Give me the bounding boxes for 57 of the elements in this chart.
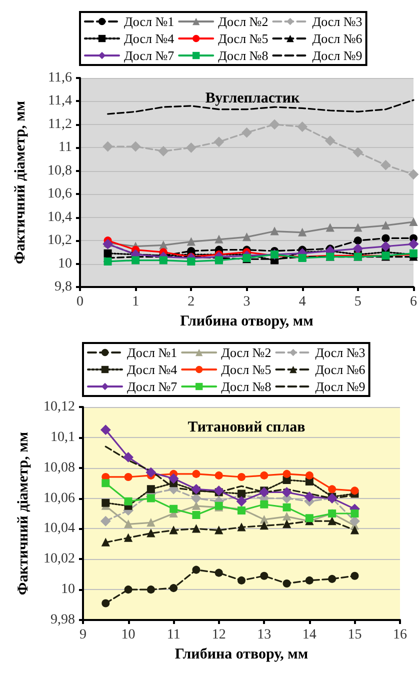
legend-label: Досл №1 [127,345,178,360]
y-tick-label: 10,4 [48,210,72,225]
legend-label: Досл №6 [315,362,366,377]
y-tick-label: 10,06 [44,490,75,506]
x-tick-label: 1 [132,294,140,310]
x-tick-label: 12 [212,628,226,642]
y-tick-label: 10 [61,582,75,598]
y-tick-label: 11 [58,140,72,156]
x-tick-label: 13 [257,628,272,642]
x-tick-label: 4 [298,294,306,310]
y-tick-label: 10,02 [44,552,75,567]
y-tick-label: 9,8 [54,280,72,294]
x-tick-label: 11 [166,628,180,642]
y-tick-label: 10,08 [44,460,75,476]
y-axis-title: Фактичний діаметр, мм [12,100,28,264]
text: Титановий сплав [188,420,306,436]
x-tick-label: 15 [348,628,362,642]
y-tick-label: 11,4 [48,94,72,109]
legend-label: Досл №6 [312,31,363,46]
legend-label: Досл №7 [124,48,175,63]
legend-label: Досл №9 [312,48,362,63]
legend-label: Досл №7 [127,379,178,394]
legend-label: Досл №2 [218,14,268,29]
legend-label: Досл №2 [221,345,272,360]
x-tick-label: 0 [76,294,84,310]
legend-label: Досл №8 [221,379,272,394]
y-tick-label: 10,1 [50,430,75,445]
y-tick-label: 10,12 [44,400,75,414]
x-tick-label: 6 [410,294,417,310]
y-tick-label: 10,8 [48,163,72,178]
y-tick-label: 10 [58,256,72,272]
y-axis-title: Фактичний діаметр, мм [16,432,32,596]
x-axis-title: Глибина отвору, мм [180,313,314,330]
y-tick-label: 10,2 [48,233,72,248]
legend-label: Досл №3 [312,14,362,29]
y-tick-label: 10,6 [48,186,72,202]
legend-label: Досл №4 [127,362,178,377]
y-tick-label: 11,6 [48,70,72,86]
x-tick-label: 3 [243,294,250,310]
y-tick-label: 9,98 [50,612,75,628]
legend-label: Досл №5 [218,31,268,46]
x-axis-title: Глибина отвору, мм [174,646,308,662]
x-tick-label: 2 [188,294,195,310]
y-tick-label: 10,04 [44,521,75,536]
legend-label: Досл №1 [124,14,174,29]
legend-label: Досл №5 [221,362,272,377]
x-tick-label: 9 [80,628,86,642]
x-tick-label: 14 [302,628,316,642]
legend-label: Досл №8 [218,48,268,63]
x-tick-label: 16 [393,628,407,642]
x-tick-label: 10 [121,628,136,642]
legend-label: Досл №4 [124,31,175,46]
x-tick-label: 5 [354,294,362,310]
legend-label: Досл №9 [315,379,366,394]
legend-label: Досл №3 [315,345,366,360]
y-tick-label: 11,2 [48,116,72,132]
text: Вуглепластик [205,90,300,106]
